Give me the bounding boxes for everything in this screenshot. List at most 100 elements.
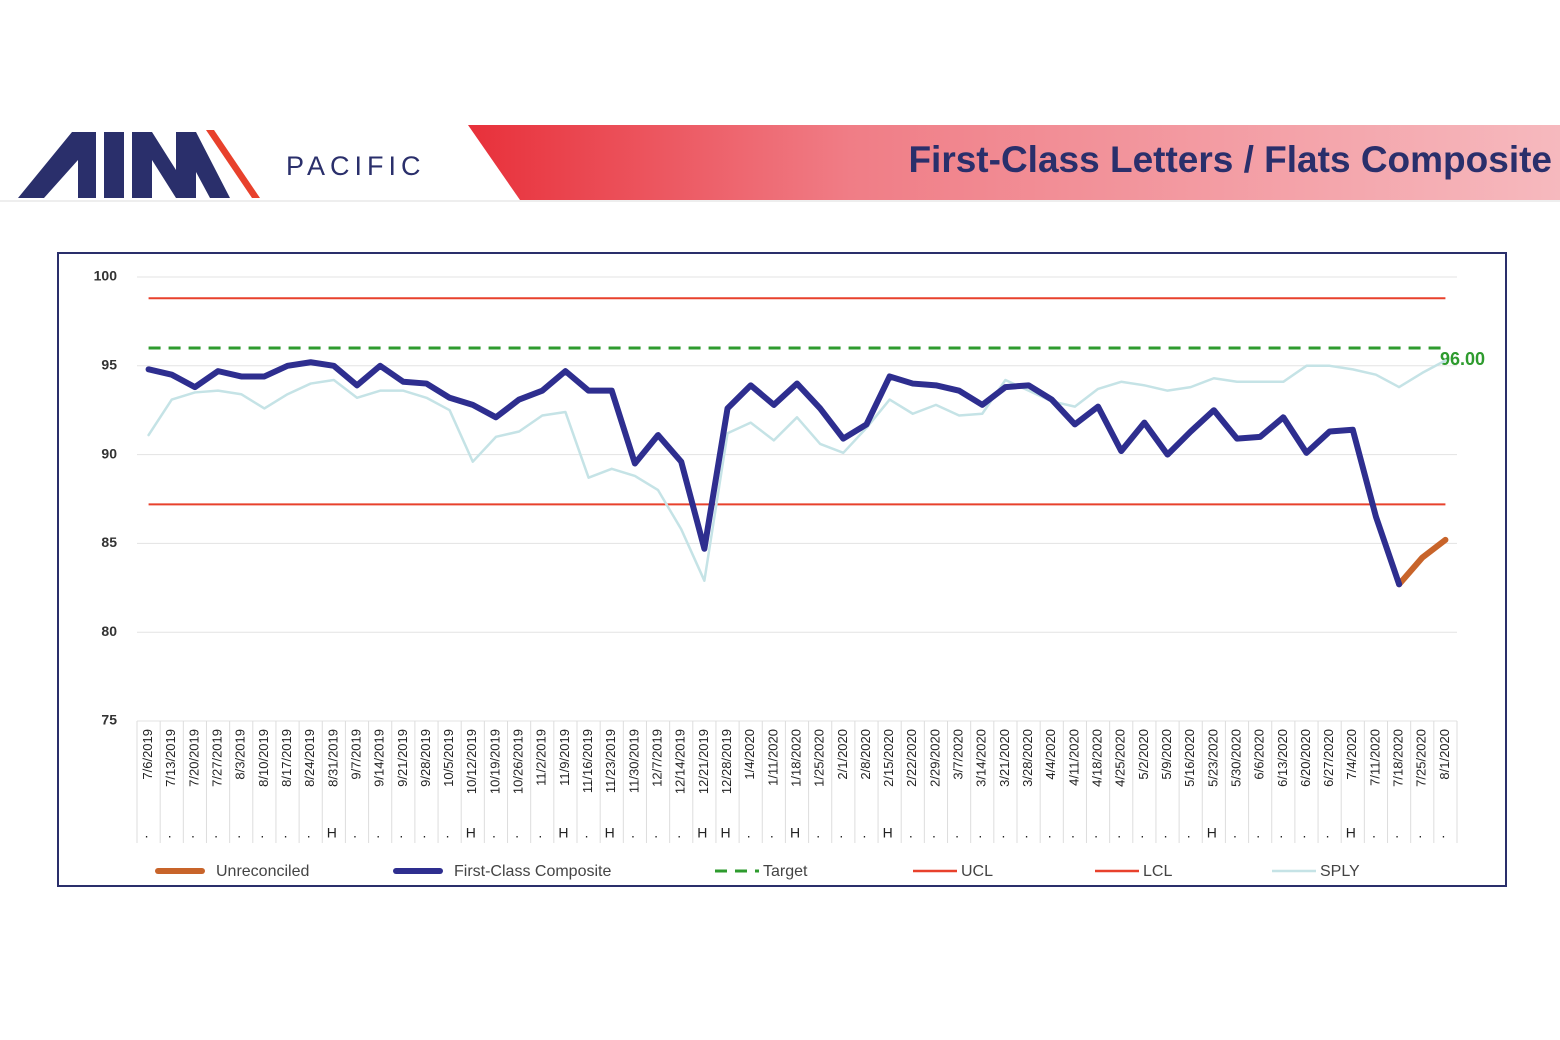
holiday-flag: . — [237, 825, 241, 841]
x-tick-label: 4/18/2020 — [1089, 729, 1104, 787]
x-tick-label: 4/25/2020 — [1113, 729, 1128, 787]
series-line — [147, 359, 1447, 582]
holiday-flag: H — [720, 825, 730, 841]
reference-label: 96.00 — [1440, 349, 1485, 369]
x-tick-label: 5/2/2020 — [1136, 729, 1151, 780]
x-tick-label: 2/29/2020 — [927, 729, 942, 787]
x-tick-label: 7/18/2020 — [1391, 729, 1406, 787]
slide-title: First-Class Letters / Flats Composite — [908, 139, 1552, 180]
holiday-flag: . — [1279, 825, 1283, 841]
x-tick-label: 1/4/2020 — [742, 729, 757, 780]
holiday-flag: . — [1048, 825, 1052, 841]
x-tick-label: 4/11/2020 — [1066, 729, 1081, 786]
x-tick-label: 9/14/2019 — [372, 729, 387, 787]
holiday-flag: . — [492, 825, 496, 841]
holiday-flag: . — [1094, 825, 1098, 841]
x-tick-label: 7/25/2020 — [1414, 729, 1429, 787]
x-tick-label: 9/21/2019 — [395, 729, 410, 787]
holiday-flag: . — [1418, 825, 1422, 841]
logo — [18, 130, 260, 198]
x-tick-label: 9/7/2019 — [348, 729, 363, 780]
x-tick-label: 5/16/2020 — [1182, 729, 1197, 787]
holiday-flag: . — [284, 825, 288, 841]
holiday-flag: H — [1207, 825, 1217, 841]
holiday-flag: . — [515, 825, 519, 841]
series-line — [145, 359, 1403, 588]
x-tick-label: 12/21/2019 — [696, 729, 711, 794]
x-tick-label: 2/1/2020 — [835, 729, 850, 780]
x-tick-label: 12/14/2019 — [673, 729, 688, 794]
x-tick-label: 8/24/2019 — [302, 729, 317, 787]
x-tick-label: 8/1/2020 — [1437, 729, 1452, 780]
x-tick-label: 9/28/2019 — [418, 729, 433, 787]
x-tick-label: 3/14/2020 — [974, 729, 989, 787]
x-tick-label: 11/23/2019 — [603, 729, 618, 793]
x-tick-label: 10/5/2019 — [441, 729, 456, 787]
holiday-flag: H — [1346, 825, 1356, 841]
x-tick-label: 7/27/2019 — [209, 729, 224, 787]
x-tick-label: 7/6/2019 — [140, 729, 155, 780]
holiday-flag: . — [955, 825, 959, 841]
holiday-flag: . — [168, 825, 172, 841]
holiday-flag: . — [1187, 825, 1191, 841]
x-tick-label: 7/4/2020 — [1344, 729, 1359, 780]
x-tick-label: 11/30/2019 — [626, 729, 641, 793]
holiday-flag: H — [466, 825, 476, 841]
holiday-flag: . — [747, 825, 751, 841]
x-tick-label: 6/27/2020 — [1321, 729, 1336, 787]
holiday-flag: H — [327, 825, 337, 841]
legend-label: First-Class Composite — [454, 863, 611, 880]
x-tick-label: 4/4/2020 — [1043, 729, 1058, 780]
x-tick-label: 8/10/2019 — [256, 729, 271, 787]
x-tick-label: 1/11/2020 — [765, 729, 780, 786]
x-tick-label: 10/26/2019 — [511, 729, 526, 794]
legend-label: LCL — [1143, 863, 1172, 880]
holiday-flag: . — [1025, 825, 1029, 841]
holiday-flag: . — [307, 825, 311, 841]
holiday-flag: . — [978, 825, 982, 841]
holiday-flag: . — [816, 825, 820, 841]
holiday-flag: . — [214, 825, 218, 841]
x-tick-label: 2/22/2020 — [904, 729, 919, 787]
holiday-flag: . — [1372, 825, 1376, 841]
x-tick-label: 8/17/2019 — [279, 729, 294, 787]
holiday-flag: . — [932, 825, 936, 841]
holiday-flag: . — [1164, 825, 1168, 841]
holiday-flag: . — [353, 825, 357, 841]
holiday-flag: . — [909, 825, 913, 841]
y-tick-label: 90 — [101, 445, 117, 461]
x-tick-label: 8/3/2019 — [233, 729, 248, 780]
holiday-flag: . — [770, 825, 774, 841]
holiday-flag: H — [558, 825, 568, 841]
x-tick-label: 2/8/2020 — [858, 729, 873, 780]
x-tick-label: 2/15/2020 — [881, 729, 896, 787]
holiday-flag: . — [863, 825, 867, 841]
holiday-flag: . — [538, 825, 542, 841]
x-tick-label: 7/20/2019 — [186, 729, 201, 787]
holiday-flag: . — [1395, 825, 1399, 841]
holiday-flag: . — [1441, 825, 1445, 841]
x-tick-label: 11/2/2019 — [534, 729, 549, 786]
y-tick-label: 85 — [101, 534, 117, 550]
x-tick-label: 5/30/2020 — [1228, 729, 1243, 787]
holiday-flag: . — [423, 825, 427, 841]
legend-label: Unreconciled — [216, 863, 309, 880]
holiday-flag: . — [1140, 825, 1144, 841]
holiday-flag: H — [883, 825, 893, 841]
x-tick-label: 7/13/2019 — [163, 729, 178, 787]
holiday-flag: . — [677, 825, 681, 841]
holiday-flag: H — [790, 825, 800, 841]
legend-label: UCL — [961, 863, 993, 880]
y-tick-label: 100 — [94, 268, 118, 284]
holiday-flag: . — [654, 825, 658, 841]
series-line — [1396, 536, 1449, 588]
holiday-flag: H — [697, 825, 707, 841]
x-tick-label: 3/7/2020 — [951, 729, 966, 780]
holiday-flag: . — [191, 825, 195, 841]
holiday-flag: . — [399, 825, 403, 841]
holiday-flag: . — [585, 825, 589, 841]
x-tick-label: 6/20/2020 — [1298, 729, 1313, 787]
x-tick-label: 12/7/2019 — [649, 729, 664, 787]
legend-label: Target — [763, 863, 808, 880]
